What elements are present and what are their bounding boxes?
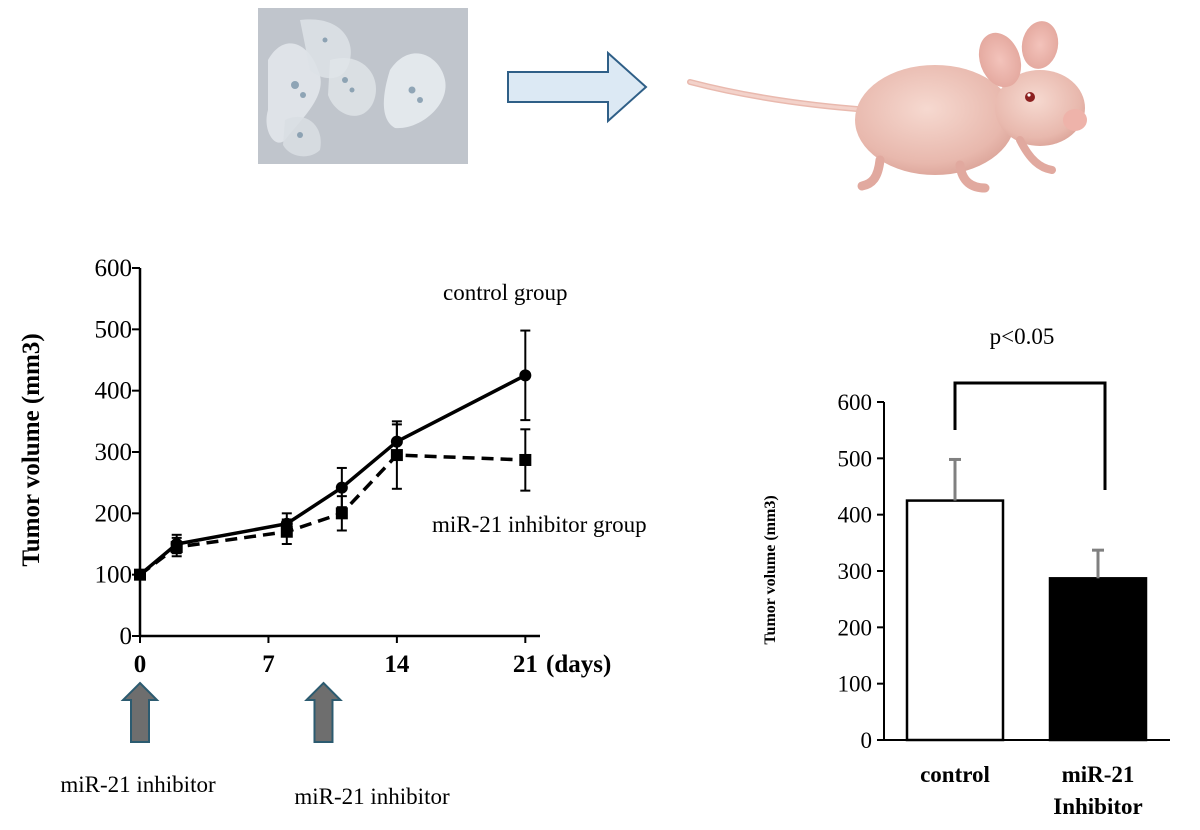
x-tick-label: 7 <box>262 651 275 678</box>
y-tick-label: 0 <box>861 728 873 753</box>
x-tick-label: 21 <box>513 651 538 678</box>
cell-culture-image <box>258 8 468 164</box>
data-point-square <box>170 541 183 554</box>
significance-bracket <box>953 381 1107 490</box>
series-line-inhibitor <box>138 453 526 577</box>
data-point-square <box>134 568 146 581</box>
data-point-square <box>519 453 532 466</box>
y-axis-label: Tumor volume (mm3) <box>762 495 779 644</box>
y-tick-label: 100 <box>838 672 873 697</box>
x-tick-label: 0 <box>134 651 147 678</box>
data-point-square <box>280 525 293 538</box>
bar-inhibitor <box>1048 577 1148 742</box>
y-tick-label: 600 <box>838 390 873 415</box>
series-line-control <box>138 373 527 577</box>
legend-control-group: control group <box>443 280 568 305</box>
treatment-label: miR-21 inhibitor <box>60 772 216 797</box>
y-tick-label: 400 <box>838 503 873 528</box>
y-tick-label: 200 <box>95 500 133 527</box>
x-tick-label: 14 <box>384 651 410 678</box>
y-tick-label: 100 <box>95 562 133 589</box>
y-tick-label: 0 <box>120 623 133 650</box>
data-point-circle <box>519 369 532 382</box>
y-tick-label: 300 <box>95 439 133 466</box>
up-arrow-icon <box>304 681 343 743</box>
up-arrow-icon <box>120 681 160 743</box>
category-label: control <box>920 762 990 787</box>
y-axis-label: Tumor volume (mm3) <box>18 333 45 566</box>
line-chart: 0 100 200 300 400 500 600 0 7 14 21 Tumor volume … <box>18 255 647 809</box>
treatment-label: miR-21 inhibitor <box>294 784 450 809</box>
data-point-square <box>390 449 403 462</box>
category-label: miR-21 <box>1062 762 1135 787</box>
data-point-circle <box>335 481 348 494</box>
p-value-label: p<0.05 <box>990 324 1055 349</box>
y-tick-label: 500 <box>95 316 133 343</box>
data-point-square <box>335 507 348 520</box>
bar-chart: 0 100 200 300 400 500 600 control miR-21 Inhibit… <box>762 324 1170 819</box>
y-tick-label: 400 <box>95 378 133 405</box>
right-arrow-icon <box>507 50 648 124</box>
bar-control <box>905 499 1005 742</box>
legend-inhibitor-group: miR-21 inhibitor group <box>432 512 647 537</box>
y-tick-label: 300 <box>838 559 873 584</box>
y-tick-label: 600 <box>95 255 133 282</box>
y-tick-label: 200 <box>838 615 873 640</box>
x-axis-unit-label: (days) <box>546 651 611 678</box>
category-label: Inhibitor <box>1053 794 1142 819</box>
nude-mouse-image <box>687 21 1087 193</box>
y-tick-label: 500 <box>838 446 873 471</box>
